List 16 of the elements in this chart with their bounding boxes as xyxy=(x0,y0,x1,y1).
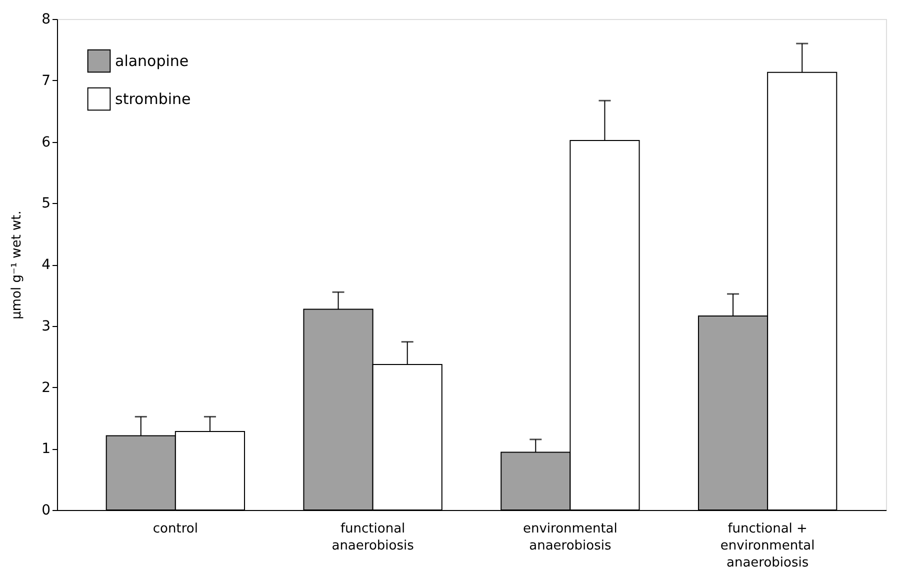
legend-label: strombine xyxy=(115,90,191,108)
y-tick-label: 8 xyxy=(42,12,50,28)
x-tick-label: functional + environmental anaerobiosis xyxy=(720,522,815,570)
y-tick-label: 1 xyxy=(42,441,50,458)
legend-label: alanopine xyxy=(115,52,189,70)
y-tick-label: 2 xyxy=(42,380,50,396)
y-axis-title: μmol g⁻¹ wet wt. xyxy=(10,210,25,320)
y-tick-label: 3 xyxy=(42,318,50,334)
y-tick-label: 7 xyxy=(42,72,50,89)
y-tick-label: 5 xyxy=(42,196,50,212)
x-tick-label: control xyxy=(152,522,198,536)
y-tick-label: 0 xyxy=(42,502,50,518)
x-tick-label: functional anaerobiosis xyxy=(332,522,414,554)
y-tick-label: 4 xyxy=(42,257,51,273)
y-tick-label: 6 xyxy=(42,134,51,150)
x-tick-label: environmental anaerobiosis xyxy=(523,522,618,554)
